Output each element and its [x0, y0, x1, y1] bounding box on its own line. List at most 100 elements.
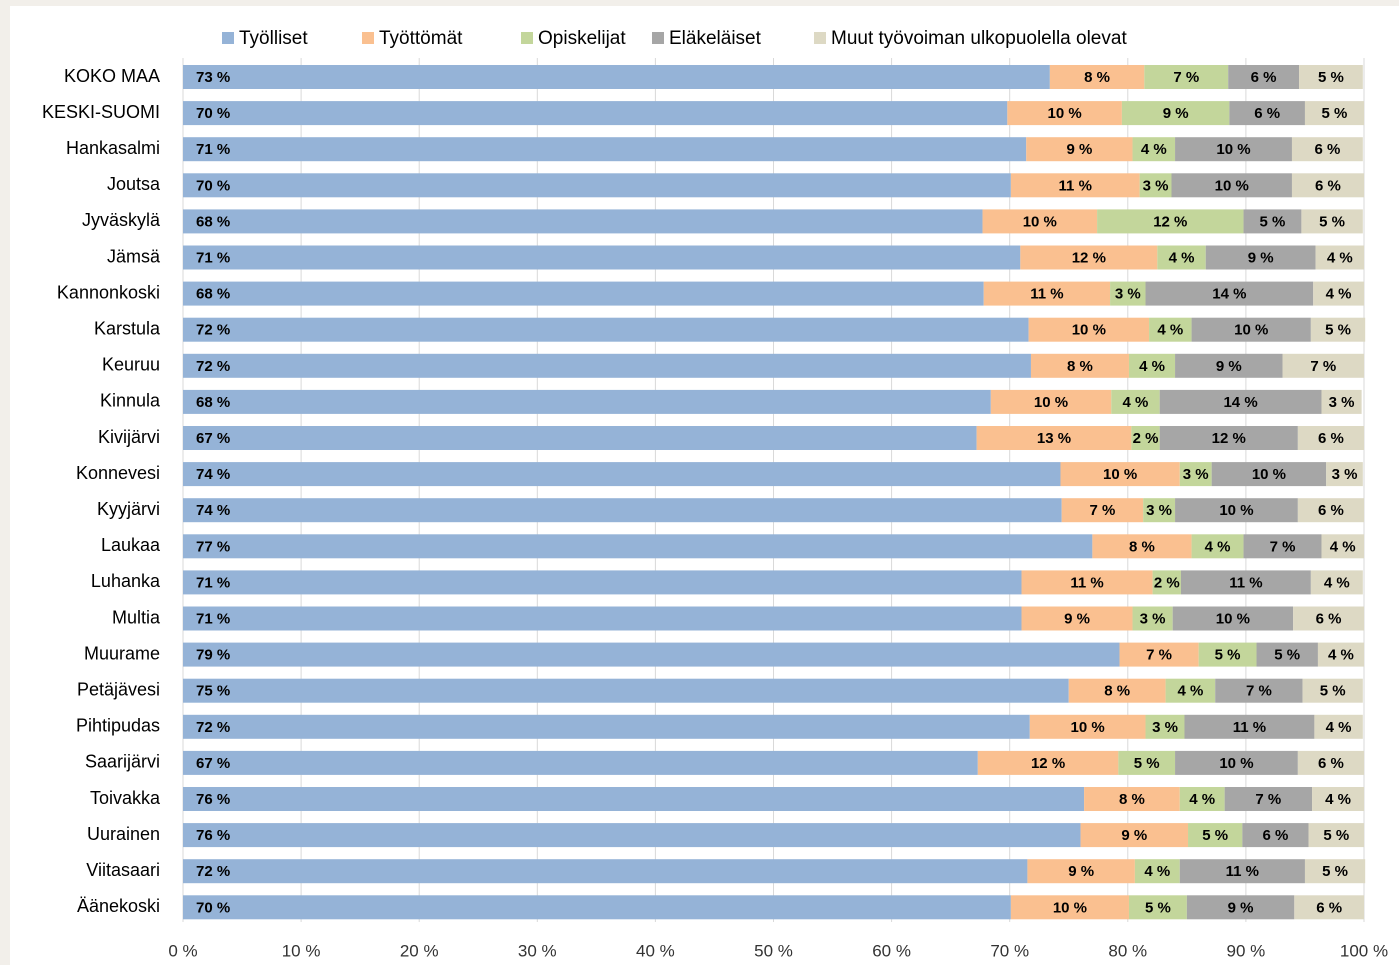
legend-swatch	[521, 32, 533, 44]
category-label: Laukaa	[101, 535, 161, 555]
value-label: 4 %	[1169, 249, 1195, 266]
bar-segment	[1175, 137, 1292, 162]
bar-segment	[1304, 859, 1366, 884]
x-tick-label: 60 %	[872, 941, 911, 960]
value-label: 77 %	[196, 538, 230, 555]
value-label: 14 %	[1223, 394, 1257, 411]
category-label: Kinnula	[100, 391, 161, 411]
value-label: 5 %	[1322, 105, 1348, 122]
value-label: 9 %	[1064, 610, 1090, 627]
bar-segment	[183, 895, 1011, 920]
value-label: 10 %	[1216, 610, 1250, 627]
value-label: 12 %	[1031, 755, 1065, 772]
value-label: 6 %	[1318, 430, 1344, 447]
bar-segment	[983, 281, 1111, 306]
value-label: 72 %	[196, 358, 230, 375]
bar-segment	[1132, 606, 1173, 631]
value-label: 4 %	[1189, 791, 1215, 808]
bar-segment	[183, 642, 1120, 667]
bar-segment	[1049, 65, 1145, 89]
bar-segment	[1191, 534, 1244, 559]
bar-segment	[183, 823, 1081, 848]
bar-segment	[1294, 895, 1364, 920]
category-label: Joutsa	[107, 174, 161, 194]
value-label: 10 %	[1252, 466, 1286, 483]
legend-swatch	[814, 32, 826, 44]
bar-segment	[1061, 498, 1144, 523]
bar-segment	[183, 498, 1062, 523]
bar-segment	[1060, 462, 1180, 487]
value-label: 6 %	[1254, 105, 1280, 122]
x-tick-label: 0 %	[168, 941, 197, 960]
bar-segment	[183, 606, 1022, 631]
legend-label: Opiskelijat	[538, 28, 626, 49]
legend-swatch	[652, 32, 664, 44]
value-label: 72 %	[196, 863, 230, 880]
bar-segment	[977, 750, 1119, 775]
bar-segment	[1010, 895, 1129, 920]
value-label: 76 %	[196, 827, 230, 844]
category-label: Kannonkoski	[57, 282, 160, 302]
value-label: 71 %	[196, 574, 230, 591]
bar-segment	[1310, 570, 1363, 595]
value-label: 68 %	[196, 213, 230, 230]
value-label: 8 %	[1104, 683, 1130, 700]
bar-segment	[183, 859, 1028, 884]
value-label: 6 %	[1314, 141, 1340, 158]
bar-segment	[1149, 317, 1192, 342]
value-label: 4 %	[1327, 249, 1353, 266]
value-label: 10 %	[1034, 394, 1068, 411]
legend-label: Muut työvoiman ulkopuolella olevat	[831, 28, 1127, 49]
value-label: 6 %	[1315, 177, 1341, 194]
value-label: 5 %	[1323, 827, 1349, 844]
value-label: 68 %	[196, 286, 230, 303]
value-label: 14 %	[1212, 286, 1246, 303]
bar-segment	[1317, 642, 1364, 667]
bar-segment	[1128, 895, 1187, 920]
value-label: 9 %	[1216, 358, 1242, 375]
bar-segment	[183, 209, 983, 234]
bar-segment	[1321, 534, 1364, 559]
bar-segment	[1188, 823, 1243, 848]
bar-segment	[1121, 101, 1230, 126]
value-label: 5 %	[1260, 213, 1286, 230]
value-label: 10 %	[1071, 719, 1105, 736]
bar-segment	[990, 389, 1112, 414]
value-label: 6 %	[1316, 899, 1342, 916]
bar-segment	[1028, 317, 1150, 342]
bar-segment	[183, 750, 978, 775]
bar-segment	[1118, 750, 1176, 775]
bar-segment	[1186, 895, 1295, 920]
category-label: Toivakka	[90, 788, 161, 808]
bar-segment	[1180, 570, 1311, 595]
bar-segment	[1152, 570, 1181, 595]
value-label: 3 %	[1140, 610, 1166, 627]
legend-label: Työlliset	[239, 28, 308, 49]
x-tick-label: 100 %	[1340, 941, 1388, 960]
bar-segment	[1312, 787, 1364, 811]
bar-segment	[1314, 714, 1363, 739]
category-label: Luhanka	[91, 571, 161, 591]
value-label: 4 %	[1139, 358, 1165, 375]
bar-segment	[1111, 389, 1160, 414]
value-label: 5 %	[1202, 827, 1228, 844]
value-label: 11 %	[1070, 574, 1103, 591]
value-label: 5 %	[1325, 322, 1351, 339]
value-label: 71 %	[196, 610, 230, 627]
bar-segment	[1119, 642, 1199, 667]
bar-segment	[982, 209, 1098, 234]
category-label: Pihtipudas	[76, 716, 160, 736]
value-label: 5 %	[1319, 213, 1345, 230]
value-label: 8 %	[1067, 358, 1093, 375]
bar-segment	[1191, 317, 1311, 342]
value-label: 72 %	[196, 322, 230, 339]
value-label: 12 %	[1072, 249, 1106, 266]
x-tick-label: 90 %	[1227, 941, 1266, 960]
value-label: 9 %	[1068, 863, 1094, 880]
value-label: 4 %	[1141, 141, 1167, 158]
value-label: 5 %	[1322, 863, 1348, 880]
bar-segment	[976, 426, 1132, 450]
value-label: 9 %	[1163, 105, 1189, 122]
bar-segment	[1145, 281, 1314, 306]
